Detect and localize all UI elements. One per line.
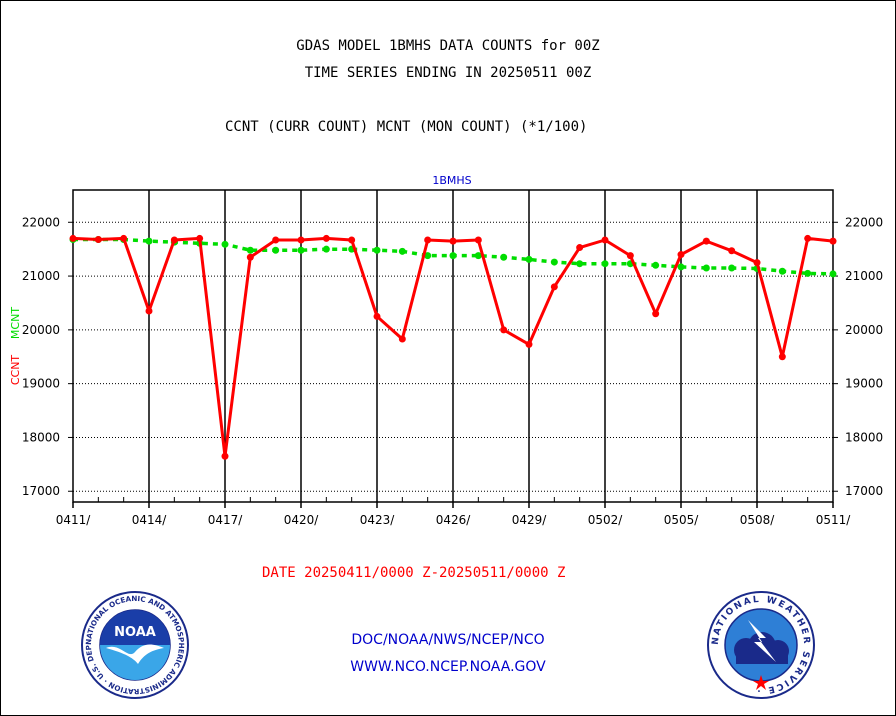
- data-point-mcnt: [829, 270, 837, 278]
- y-tick-label-left: 17000: [22, 484, 60, 498]
- data-point-ccnt: [297, 236, 305, 244]
- data-point-mcnt: [221, 240, 229, 248]
- data-point-ccnt: [170, 236, 178, 244]
- data-point-ccnt: [246, 253, 254, 261]
- footer-org: DOC/NOAA/NWS/NCEP/NCO: [351, 632, 545, 648]
- panel-title: 1BMHS: [432, 174, 471, 187]
- data-point-mcnt: [449, 252, 457, 260]
- x-tick-label: 0426/: [436, 513, 472, 527]
- x-tick-label: 0505/: [664, 513, 700, 527]
- y-tick-label-left: 22000: [22, 215, 60, 229]
- data-point-ccnt: [677, 251, 685, 259]
- data-point-mcnt: [474, 252, 482, 260]
- chart-title-line2: TIME SERIES ENDING IN 20250511 00Z: [304, 65, 592, 81]
- data-point-ccnt: [576, 244, 584, 252]
- x-tick-label: 0420/: [284, 513, 320, 527]
- data-point-mcnt: [728, 264, 736, 272]
- data-point-ccnt: [221, 452, 229, 460]
- data-point-ccnt: [398, 335, 406, 343]
- data-point-ccnt: [322, 234, 330, 242]
- data-point-mcnt: [525, 255, 533, 263]
- data-point-ccnt: [196, 234, 204, 242]
- data-point-ccnt: [601, 236, 609, 244]
- plot-border: [72, 189, 834, 503]
- data-point-mcnt: [601, 260, 609, 268]
- data-point-ccnt: [500, 326, 508, 334]
- data-point-ccnt: [272, 236, 280, 244]
- data-point-mcnt: [778, 267, 786, 275]
- data-point-ccnt: [829, 237, 837, 245]
- data-point-ccnt: [348, 236, 356, 244]
- noaa-logo: NATIONAL OCEANIC AND ATMOSPHERIC ADMINIS…: [80, 590, 189, 699]
- y-tick-label-left: 21000: [22, 269, 60, 283]
- data-point-mcnt: [297, 246, 305, 254]
- data-point-ccnt: [702, 237, 710, 245]
- data-point-ccnt: [626, 252, 634, 260]
- data-point-ccnt: [753, 259, 761, 267]
- data-point-ccnt: [728, 247, 736, 255]
- x-tick-label: 0508/: [740, 513, 776, 527]
- y-axis-label-mcnt: MCNT: [9, 307, 22, 339]
- data-point-mcnt: [145, 237, 153, 245]
- y-tick-label-right: 21000: [845, 269, 883, 283]
- y-tick-label-right: 18000: [845, 430, 883, 444]
- y-tick-label-right: 17000: [845, 484, 883, 498]
- data-point-mcnt: [246, 246, 254, 254]
- data-point-ccnt: [69, 234, 77, 242]
- y-tick-label-right: 20000: [845, 323, 883, 337]
- data-point-mcnt: [677, 263, 685, 271]
- data-point-ccnt: [652, 310, 660, 318]
- x-tick-label: 0511/: [816, 513, 852, 527]
- y-tick-label-left: 18000: [22, 430, 60, 444]
- data-point-ccnt: [550, 283, 558, 291]
- data-point-ccnt: [804, 234, 812, 242]
- data-point-mcnt: [550, 258, 558, 266]
- data-point-mcnt: [272, 246, 280, 254]
- series-ccnt: [69, 234, 837, 460]
- x-tick-label: 0414/: [132, 513, 168, 527]
- x-tick-label: 0429/: [512, 513, 548, 527]
- x-tick-label: 0417/: [208, 513, 244, 527]
- data-point-ccnt: [373, 312, 381, 320]
- y-tick-label-left: 20000: [22, 323, 60, 337]
- data-point-mcnt: [804, 269, 812, 277]
- data-point-ccnt: [120, 234, 128, 242]
- x-tick-label: 0411/: [56, 513, 92, 527]
- data-point-ccnt: [449, 237, 457, 245]
- data-point-mcnt: [500, 253, 508, 261]
- data-point-mcnt: [373, 246, 381, 254]
- data-point-mcnt: [576, 260, 584, 268]
- y-axis-label-ccnt: CCNT: [9, 355, 22, 386]
- data-point-ccnt: [424, 236, 432, 244]
- data-point-mcnt: [322, 245, 330, 253]
- data-point-mcnt: [702, 264, 710, 272]
- nws-logo: NATIONAL WEATHER SERVICE ·: [707, 591, 815, 699]
- data-point-ccnt: [525, 340, 533, 348]
- x-tick-label: 0423/: [360, 513, 396, 527]
- data-point-ccnt: [778, 353, 786, 361]
- y-tick-label-right: 22000: [845, 215, 883, 229]
- date-range-label: DATE 20250411/0000 Z-20250511/0000 Z: [262, 565, 566, 581]
- footer-url[interactable]: WWW.NCO.NCEP.NOAA.GOV: [350, 659, 546, 675]
- x-tick-label: 0502/: [588, 513, 624, 527]
- data-point-ccnt: [94, 235, 102, 243]
- tick-labels: 17000 17000 18000 18000 19000 19000 20000 20000…: [22, 215, 883, 527]
- data-point-mcnt: [398, 247, 406, 255]
- chart-subtitle: CCNT (CURR COUNT) MCNT (MON COUNT) (*1/1…: [225, 119, 588, 135]
- noaa-logo-text: NOAA: [114, 625, 156, 640]
- chart-title-line1: GDAS MODEL 1BMHS DATA COUNTS for 00Z: [296, 38, 600, 54]
- series: [69, 234, 837, 460]
- y-tick-label-left: 19000: [22, 377, 60, 391]
- data-point-mcnt: [424, 252, 432, 260]
- y-tick-label-right: 19000: [845, 377, 883, 391]
- data-point-ccnt: [474, 236, 482, 244]
- series-mcnt: [69, 235, 837, 278]
- data-point-ccnt: [145, 307, 153, 315]
- data-point-mcnt: [652, 261, 660, 269]
